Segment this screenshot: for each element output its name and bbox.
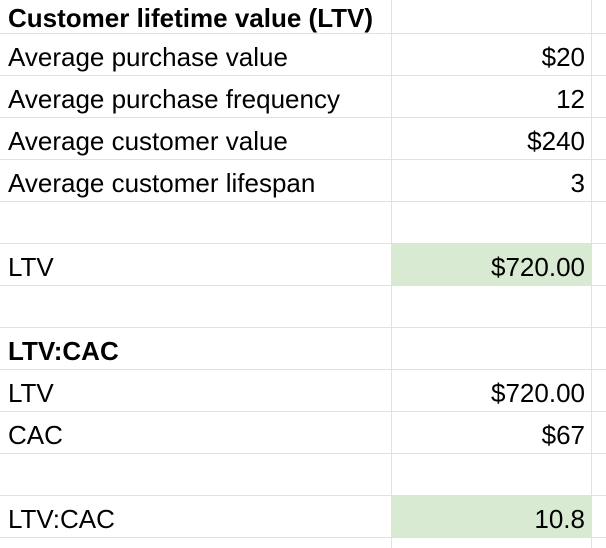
value-cell[interactable] [392,328,592,370]
cell-label-text: Average customer value [8,126,288,156]
cell-value-text: $720.00 [491,252,585,282]
section-title: LTV:CAC [8,336,119,366]
cell-value-text: $240 [527,126,585,156]
label-cell[interactable]: LTV [0,370,392,412]
edge-cell[interactable] [592,0,606,34]
value-cell[interactable]: 12 [392,76,592,118]
table-row [0,454,606,496]
cell-value-text: $20 [541,42,585,72]
value-cell-highlighted[interactable]: 10.8 [392,496,592,538]
label-cell[interactable]: Customer lifetime value (LTV) [0,0,392,34]
table-row: Average customer lifespan 3 [0,160,606,202]
edge-cell[interactable] [592,34,606,76]
value-cell[interactable]: 3 [392,160,592,202]
table-row [0,202,606,244]
edge-cell[interactable] [592,160,606,202]
value-cell-highlighted[interactable]: $720.00 [392,244,592,286]
value-cell[interactable] [392,0,592,34]
label-cell[interactable]: LTV:CAC [0,496,392,538]
section-title: Customer lifetime value (LTV) [8,3,374,33]
cell-label-text: Average customer lifespan [8,168,316,198]
value-cell[interactable] [392,454,592,496]
cell-value-text: 12 [556,84,585,114]
edge-cell[interactable] [592,370,606,412]
table-row [0,538,606,548]
cell-label-text: LTV:CAC [8,504,115,534]
label-cell[interactable]: LTV:CAC [0,328,392,370]
label-cell[interactable]: Average purchase value [0,34,392,76]
value-cell[interactable]: $720.00 [392,370,592,412]
label-cell[interactable]: Average purchase frequency [0,76,392,118]
label-cell[interactable] [0,454,392,496]
table-row: Average purchase frequency 12 [0,76,606,118]
label-cell[interactable] [0,538,392,548]
cell-label-text: Average purchase value [8,42,288,72]
cell-value-text: 3 [570,168,585,198]
value-cell[interactable]: $67 [392,412,592,454]
label-cell[interactable]: Average customer value [0,118,392,160]
edge-cell[interactable] [592,412,606,454]
edge-cell[interactable] [592,244,606,286]
edge-cell[interactable] [592,202,606,244]
table-row: LTV:CAC 10.8 [0,496,606,538]
value-cell[interactable]: $20 [392,34,592,76]
value-cell[interactable] [392,538,592,548]
table-row: LTV:CAC [0,328,606,370]
cell-value-text: $720.00 [491,378,585,408]
label-cell[interactable] [0,202,392,244]
edge-cell[interactable] [592,496,606,538]
edge-cell[interactable] [592,328,606,370]
edge-cell[interactable] [592,538,606,548]
label-cell[interactable]: Average customer lifespan [0,160,392,202]
cell-label-text: LTV [8,378,54,408]
label-cell[interactable]: CAC [0,412,392,454]
edge-cell[interactable] [592,286,606,328]
edge-cell[interactable] [592,76,606,118]
cell-label-text: CAC [8,420,63,450]
table-row [0,286,606,328]
table-row: Customer lifetime value (LTV) [0,0,606,34]
cell-value-text: $67 [541,420,585,450]
table-row: LTV $720.00 [0,370,606,412]
table-row: CAC $67 [0,412,606,454]
cell-label-text: Average purchase frequency [8,84,340,114]
table-row: Average purchase value $20 [0,34,606,76]
table-row: Average customer value $240 [0,118,606,160]
value-cell[interactable] [392,202,592,244]
edge-cell[interactable] [592,118,606,160]
value-cell[interactable] [392,286,592,328]
value-cell[interactable]: $240 [392,118,592,160]
cell-value-text: 10.8 [534,504,585,534]
table-row: LTV $720.00 [0,244,606,286]
label-cell[interactable] [0,286,392,328]
cell-label-text: LTV [8,252,54,282]
label-cell[interactable]: LTV [0,244,392,286]
edge-cell[interactable] [592,454,606,496]
